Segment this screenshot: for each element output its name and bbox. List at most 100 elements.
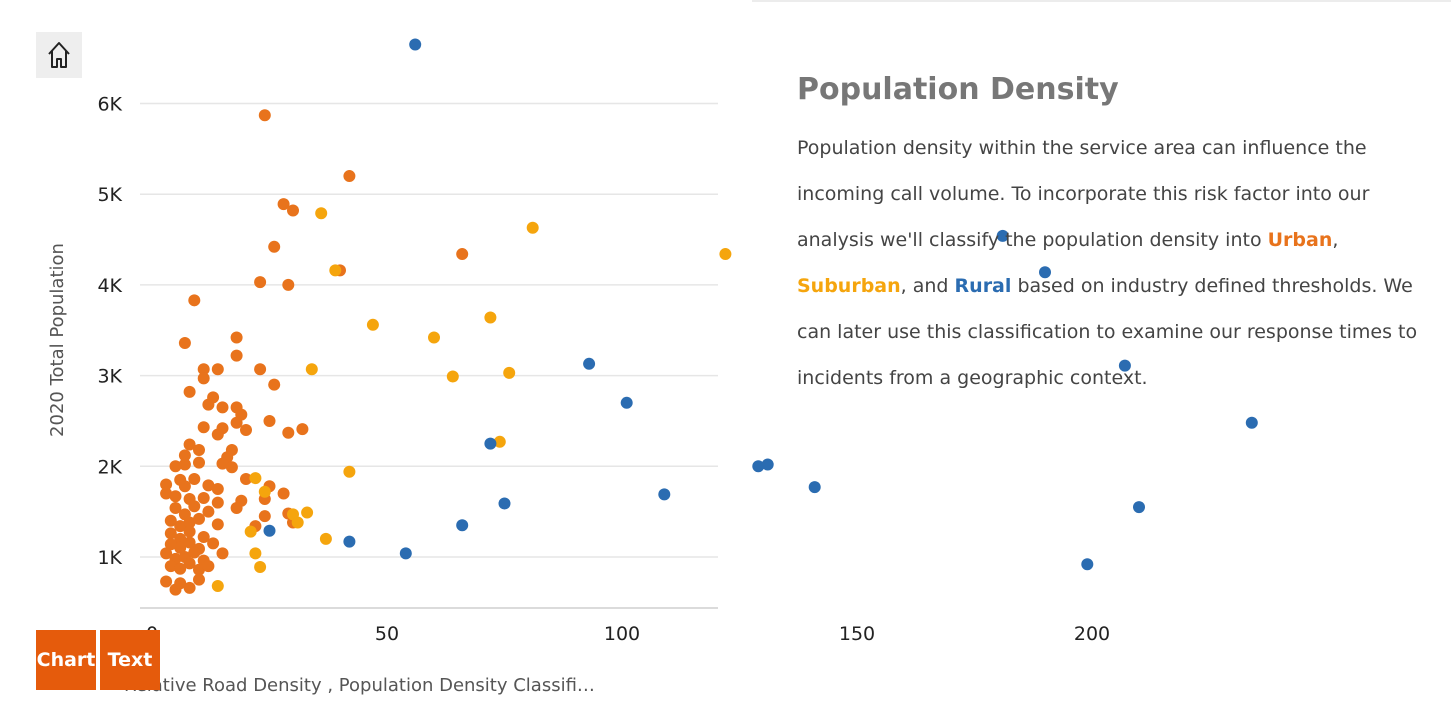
data-point-urban[interactable] <box>164 538 177 551</box>
data-point-suburban[interactable] <box>366 318 379 331</box>
data-point-urban[interactable] <box>277 487 290 500</box>
data-point-urban[interactable] <box>207 537 220 550</box>
data-point-urban[interactable] <box>183 516 196 529</box>
data-point-urban[interactable] <box>188 546 201 559</box>
data-point-urban[interactable] <box>202 398 215 411</box>
data-point-urban[interactable] <box>202 505 215 518</box>
text-button[interactable]: Text <box>100 630 160 690</box>
data-point-urban[interactable] <box>188 500 201 513</box>
data-point-rural[interactable] <box>399 547 412 560</box>
data-point-urban[interactable] <box>178 480 191 493</box>
data-point-urban[interactable] <box>343 170 356 183</box>
data-point-urban[interactable] <box>174 562 187 575</box>
data-point-rural[interactable] <box>498 497 511 510</box>
data-point-urban[interactable] <box>193 512 205 525</box>
data-point-urban[interactable] <box>183 557 196 570</box>
data-point-urban[interactable] <box>296 423 309 436</box>
data-point-urban[interactable] <box>216 401 229 414</box>
data-point-urban[interactable] <box>258 510 271 523</box>
data-point-rural[interactable] <box>761 458 774 471</box>
data-point-urban[interactable] <box>282 278 295 291</box>
data-point-rural[interactable] <box>1081 558 1094 571</box>
data-point-rural[interactable] <box>263 524 276 537</box>
data-point-urban[interactable] <box>268 378 281 391</box>
data-point-suburban[interactable] <box>291 516 304 529</box>
data-point-urban[interactable] <box>193 563 205 576</box>
data-point-urban[interactable] <box>174 577 187 590</box>
data-point-rural[interactable] <box>1133 501 1145 514</box>
data-point-suburban[interactable] <box>305 363 318 376</box>
data-point-urban[interactable] <box>211 428 224 441</box>
data-point-urban[interactable] <box>164 527 177 540</box>
data-point-urban[interactable] <box>216 457 229 470</box>
data-point-urban[interactable] <box>230 502 243 515</box>
data-point-urban[interactable] <box>287 204 299 217</box>
data-point-suburban[interactable] <box>503 366 516 379</box>
data-point-urban[interactable] <box>197 421 210 434</box>
data-point-rural[interactable] <box>808 481 821 494</box>
data-point-urban[interactable] <box>216 547 229 560</box>
data-point-urban[interactable] <box>160 575 173 588</box>
data-point-urban[interactable] <box>197 492 210 505</box>
data-point-urban[interactable] <box>183 438 196 451</box>
data-point-suburban[interactable] <box>258 485 271 498</box>
data-point-urban[interactable] <box>160 487 173 500</box>
home-button[interactable] <box>36 32 82 78</box>
data-point-urban[interactable] <box>202 479 215 492</box>
data-point-urban[interactable] <box>193 443 205 456</box>
data-point-urban[interactable] <box>197 363 210 376</box>
data-point-urban[interactable] <box>211 482 224 495</box>
data-point-urban[interactable] <box>240 424 252 437</box>
data-point-suburban[interactable] <box>211 580 224 593</box>
data-point-urban[interactable] <box>230 331 243 344</box>
data-point-urban[interactable] <box>197 372 210 385</box>
data-point-urban[interactable] <box>174 541 187 554</box>
data-point-urban[interactable] <box>183 525 196 538</box>
data-point-urban[interactable] <box>188 294 201 307</box>
data-point-urban[interactable] <box>183 536 196 549</box>
data-point-rural[interactable] <box>456 519 469 532</box>
data-point-suburban[interactable] <box>428 331 440 344</box>
data-point-suburban[interactable] <box>493 435 506 448</box>
data-point-urban[interactable] <box>211 496 224 509</box>
data-point-urban[interactable] <box>277 198 290 211</box>
data-point-suburban[interactable] <box>319 532 332 545</box>
data-point-rural[interactable] <box>343 535 356 548</box>
data-point-urban[interactable] <box>174 532 187 545</box>
data-point-urban[interactable] <box>230 416 243 429</box>
data-point-urban[interactable] <box>174 520 187 533</box>
data-point-urban[interactable] <box>164 560 177 573</box>
data-point-urban[interactable] <box>211 518 224 531</box>
data-point-rural[interactable] <box>658 488 671 501</box>
data-point-suburban[interactable] <box>446 370 459 383</box>
data-point-rural[interactable] <box>996 229 1009 242</box>
data-point-urban[interactable] <box>183 581 196 594</box>
data-point-urban[interactable] <box>178 336 191 349</box>
data-point-urban[interactable] <box>263 414 276 427</box>
data-point-suburban[interactable] <box>343 465 356 478</box>
data-point-suburban[interactable] <box>315 207 328 220</box>
data-point-urban[interactable] <box>160 478 173 491</box>
data-point-urban[interactable] <box>178 458 191 471</box>
chart-button[interactable]: Chart <box>36 630 96 690</box>
data-point-urban[interactable] <box>225 461 238 474</box>
data-point-urban[interactable] <box>254 363 267 376</box>
data-point-urban[interactable] <box>164 514 177 527</box>
data-point-urban[interactable] <box>240 472 252 485</box>
data-point-rural[interactable] <box>1245 416 1258 429</box>
data-point-urban[interactable] <box>183 385 196 398</box>
data-point-urban[interactable] <box>160 547 173 560</box>
data-point-rural[interactable] <box>484 437 497 450</box>
data-point-urban[interactable] <box>230 349 243 362</box>
data-point-suburban[interactable] <box>484 311 497 324</box>
data-point-urban[interactable] <box>211 363 224 376</box>
data-point-suburban[interactable] <box>301 506 314 519</box>
data-point-urban[interactable] <box>282 426 295 439</box>
data-point-suburban[interactable] <box>329 264 342 277</box>
data-point-suburban[interactable] <box>526 221 539 234</box>
data-point-urban[interactable] <box>178 449 191 462</box>
data-point-rural[interactable] <box>620 396 633 409</box>
data-point-suburban[interactable] <box>254 560 267 573</box>
data-point-rural[interactable] <box>409 38 422 51</box>
data-point-suburban[interactable] <box>249 472 262 485</box>
